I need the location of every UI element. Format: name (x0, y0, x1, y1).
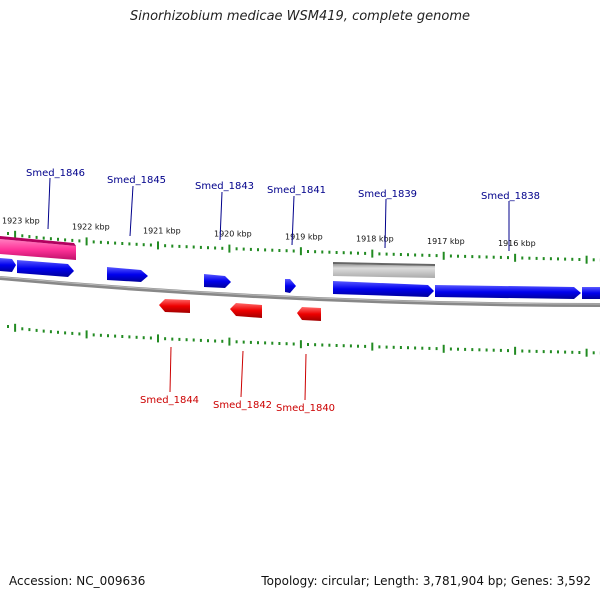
gene-smed-1845[interactable] (107, 267, 148, 282)
label-smed-1846[interactable]: Smed_1846 (26, 168, 85, 179)
forward-genes (0, 258, 600, 299)
label-smed-1840[interactable]: Smed_1840 (276, 403, 335, 414)
gene-smed-1841[interactable] (285, 279, 296, 293)
scale-label: 1916 kbp (498, 239, 536, 248)
label-smed-1838[interactable]: Smed_1838 (481, 191, 540, 202)
scale-label: 1921 kbp (143, 227, 181, 236)
scale-ticks-inner (7, 323, 600, 357)
label-smed-1841[interactable]: Smed_1841 (267, 185, 326, 196)
label-smed-1839[interactable]: Smed_1839 (358, 189, 417, 200)
genome-summary-text: Topology: circular; Length: 3,781,904 bp… (261, 574, 591, 588)
gene-smed-1846[interactable] (17, 260, 74, 277)
label-smed-1844[interactable]: Smed_1844 (140, 395, 199, 406)
gene-smed-1839[interactable] (333, 281, 434, 297)
gene-smed-1844[interactable] (159, 299, 190, 313)
feature-grey[interactable] (333, 262, 435, 278)
gene-forward-next[interactable] (582, 287, 600, 299)
reverse-gene-labels: Smed_1844 Smed_1842 Smed_1840 (140, 346, 335, 414)
scale-label: 1920 kbp (214, 230, 252, 239)
scale-label: 1919 kbp (285, 232, 323, 241)
gene-smed-1838[interactable] (435, 285, 581, 299)
scale-label: 1922 kbp (72, 223, 110, 232)
gene-smed-1840[interactable] (297, 307, 321, 321)
gene-forward-1[interactable] (0, 258, 16, 272)
gene-smed-1843[interactable] (204, 274, 231, 288)
reverse-genes (159, 299, 321, 321)
scale-label: 1917 kbp (427, 237, 465, 246)
map-title: Sinorhizobium medicae WSM419, complete g… (129, 9, 471, 24)
gene-smed-1842[interactable] (230, 303, 262, 318)
genome-backbone-highlight (0, 276, 600, 305)
genome-backbone (0, 276, 600, 307)
scale-label: 1918 kbp (356, 235, 394, 244)
forward-gene-labels: Smed_1846 Smed_1845 Smed_1843 Smed_1841 … (26, 168, 540, 251)
gene-smed-1846-highlight[interactable] (0, 236, 76, 260)
scale-label: 1923 kbp (2, 217, 40, 226)
scale-labels: 1923 kbp 1922 kbp 1921 kbp 1920 kbp 1919 kbp… (2, 217, 536, 248)
accession-text: Accession: NC_009636 (9, 574, 146, 588)
scale-ticks-outer (7, 230, 600, 264)
label-smed-1845[interactable]: Smed_1845 (107, 175, 166, 186)
label-smed-1842[interactable]: Smed_1842 (213, 400, 272, 411)
label-smed-1843[interactable]: Smed_1843 (195, 181, 254, 192)
